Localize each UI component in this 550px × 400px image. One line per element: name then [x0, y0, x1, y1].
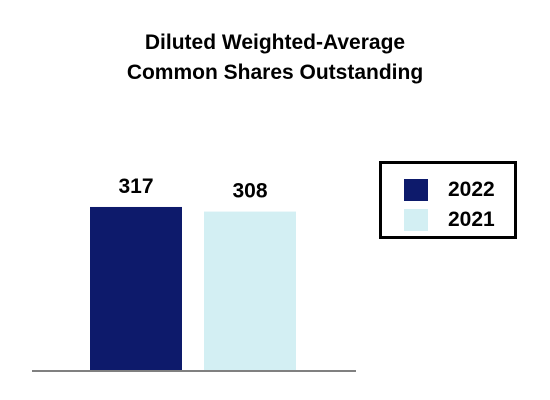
chart-title-line-2: Common Shares Outstanding [126, 61, 424, 84]
bar-2021 [204, 211, 296, 370]
data-label-2022: 317 [118, 175, 153, 198]
chart-title: Diluted Weighted-Average Common Shares O… [0, 28, 550, 88]
legend-item-2021: 2021 [404, 208, 495, 232]
legend-swatch-2022 [404, 179, 428, 201]
bar-2022 [90, 206, 182, 370]
legend-item-2022: 2022 [404, 178, 495, 202]
chart-title-line-1: Diluted Weighted-Average [144, 31, 406, 54]
legend-swatch-2021 [404, 209, 428, 231]
legend-label-2021: 2021 [448, 208, 495, 231]
legend-label-2022: 2022 [448, 178, 495, 201]
data-label-2021: 308 [232, 180, 267, 203]
legend: 2022 2021 [379, 161, 517, 239]
